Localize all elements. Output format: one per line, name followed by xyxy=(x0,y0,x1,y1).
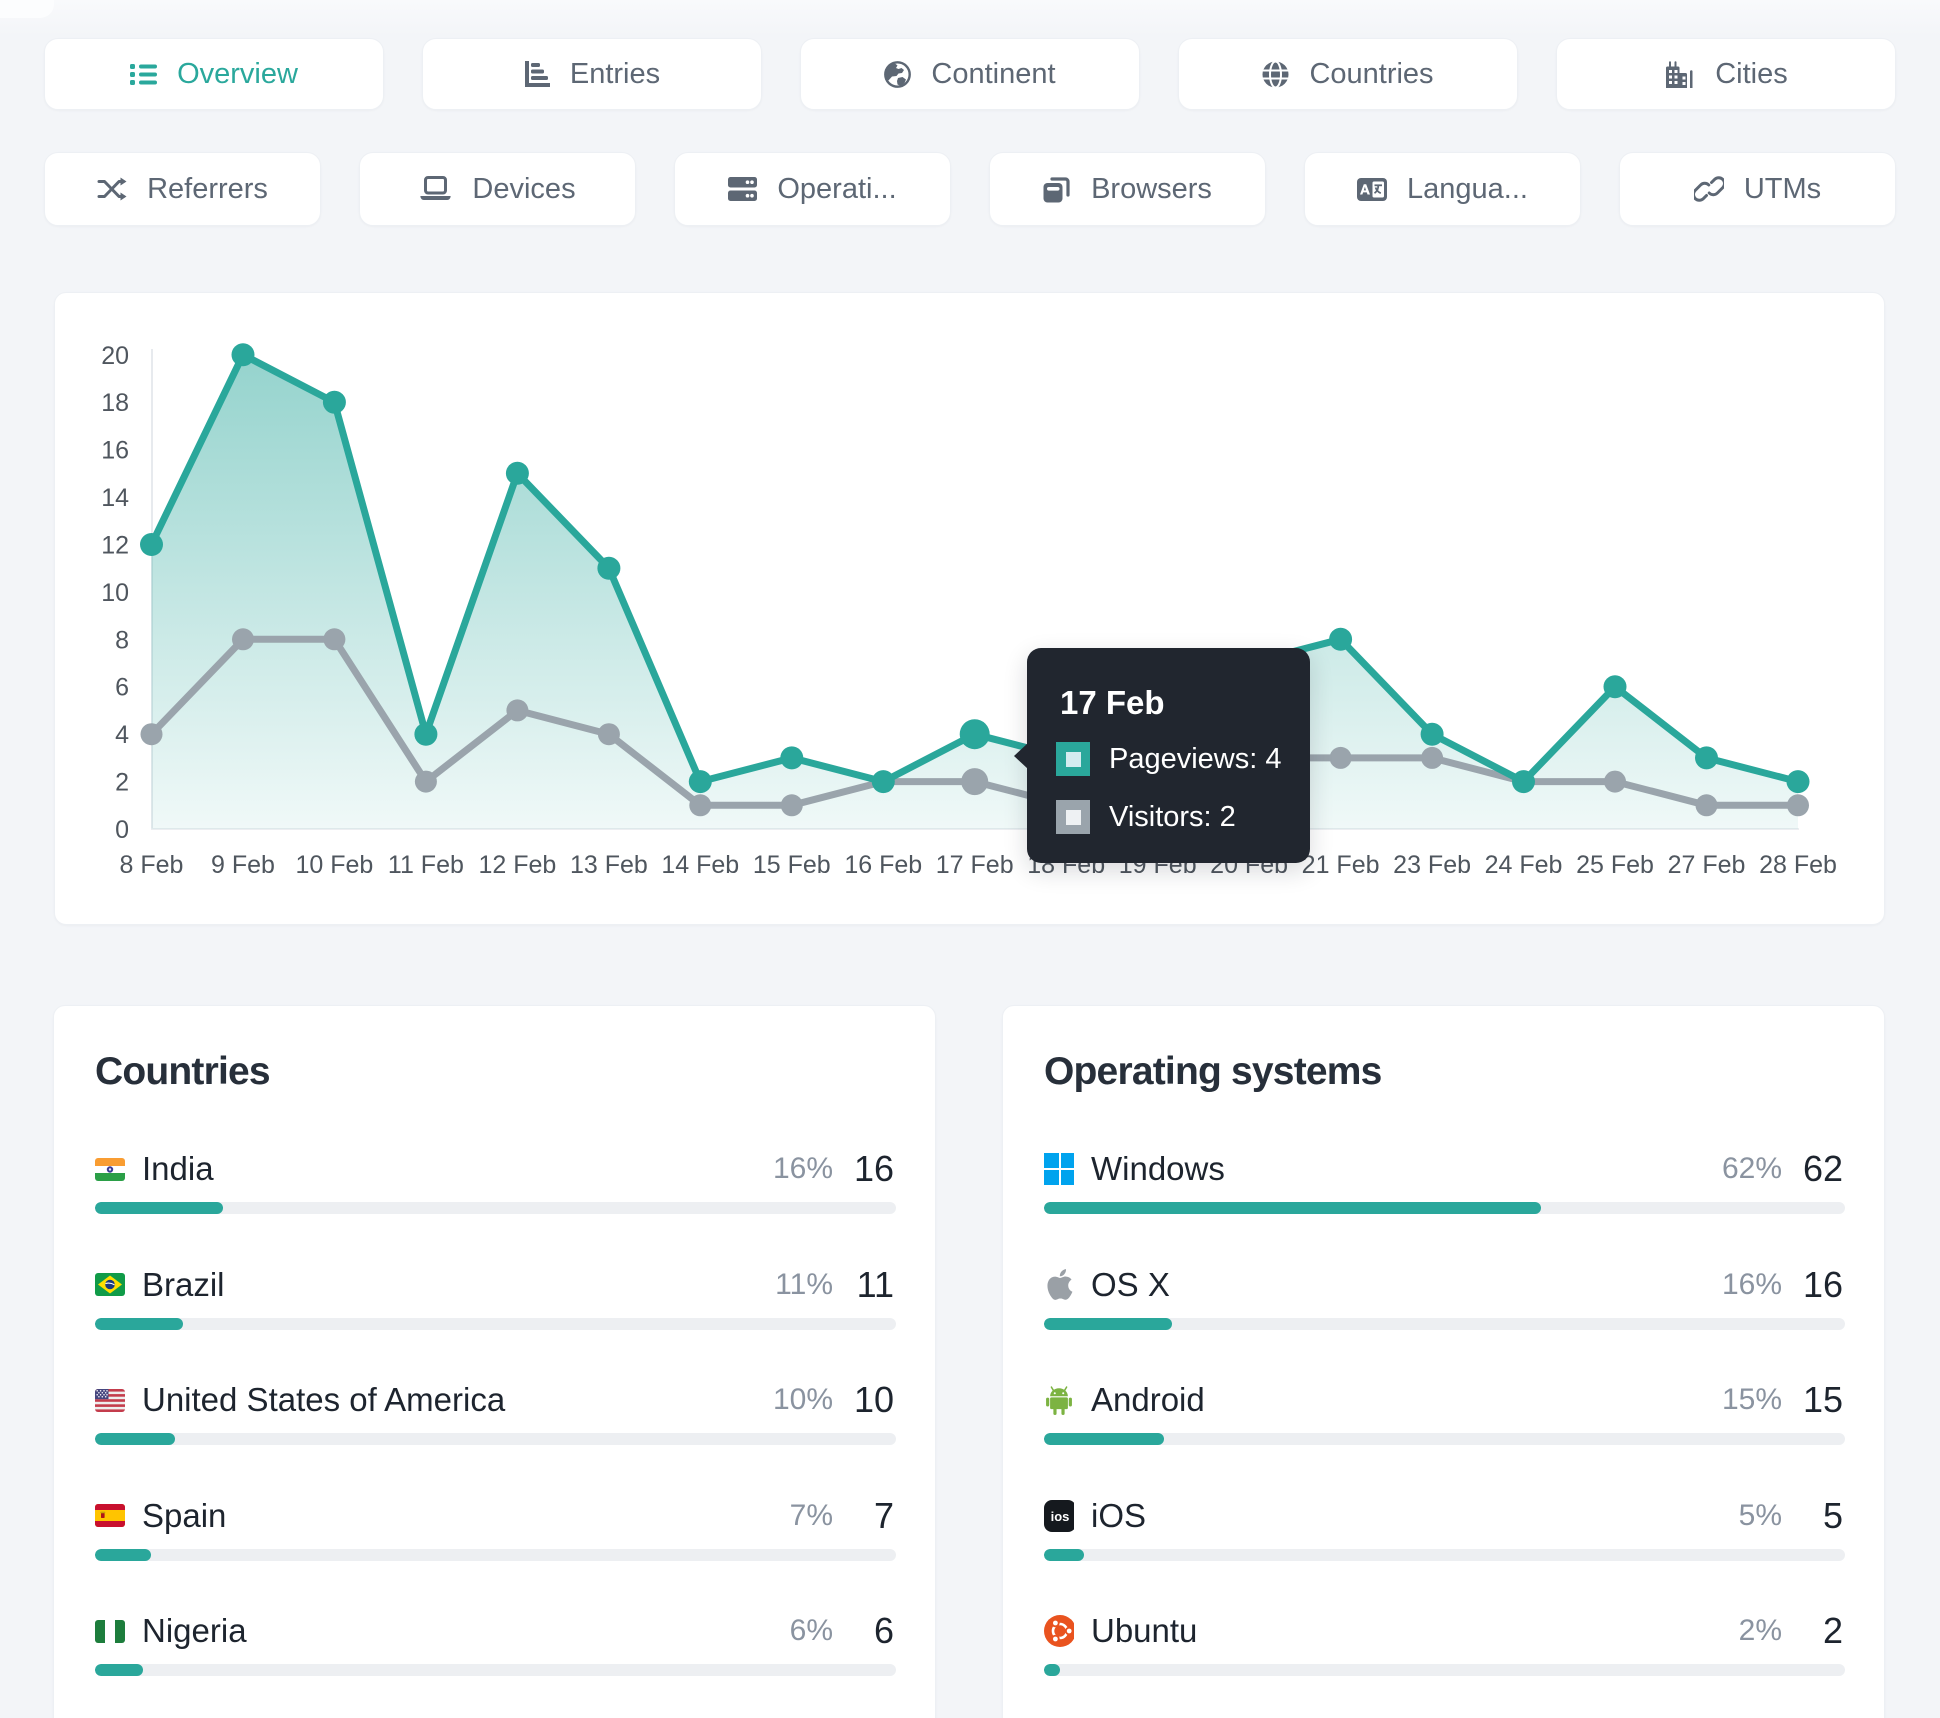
svg-text:24 Feb: 24 Feb xyxy=(1485,851,1563,879)
svg-text:17 Feb: 17 Feb xyxy=(936,851,1014,879)
svg-text:23 Feb: 23 Feb xyxy=(1393,851,1471,879)
svg-text:14: 14 xyxy=(101,484,129,512)
svg-text:4: 4 xyxy=(115,721,129,749)
svg-text:0: 0 xyxy=(115,816,129,844)
svg-text:16 Feb: 16 Feb xyxy=(844,851,922,879)
svg-text:8: 8 xyxy=(115,626,129,654)
svg-text:28 Feb: 28 Feb xyxy=(1759,851,1837,879)
svg-text:10 Feb: 10 Feb xyxy=(295,851,373,879)
svg-text:20: 20 xyxy=(101,342,129,370)
svg-text:10: 10 xyxy=(101,579,129,607)
svg-text:12 Feb: 12 Feb xyxy=(478,851,556,879)
svg-text:13 Feb: 13 Feb xyxy=(570,851,648,879)
svg-text:14 Feb: 14 Feb xyxy=(661,851,739,879)
svg-text:6: 6 xyxy=(115,674,129,702)
svg-text:15 Feb: 15 Feb xyxy=(753,851,831,879)
svg-text:ios: ios xyxy=(1051,1509,1070,1524)
svg-text:2: 2 xyxy=(115,769,129,797)
svg-text:25 Feb: 25 Feb xyxy=(1576,851,1654,879)
svg-text:21 Feb: 21 Feb xyxy=(1302,851,1380,879)
svg-text:27 Feb: 27 Feb xyxy=(1668,851,1746,879)
svg-text:8 Feb: 8 Feb xyxy=(120,851,184,879)
svg-text:18: 18 xyxy=(101,389,129,417)
svg-text:9 Feb: 9 Feb xyxy=(211,851,275,879)
svg-text:11 Feb: 11 Feb xyxy=(388,851,464,879)
svg-text:16: 16 xyxy=(101,437,129,465)
svg-text:12: 12 xyxy=(101,532,129,560)
